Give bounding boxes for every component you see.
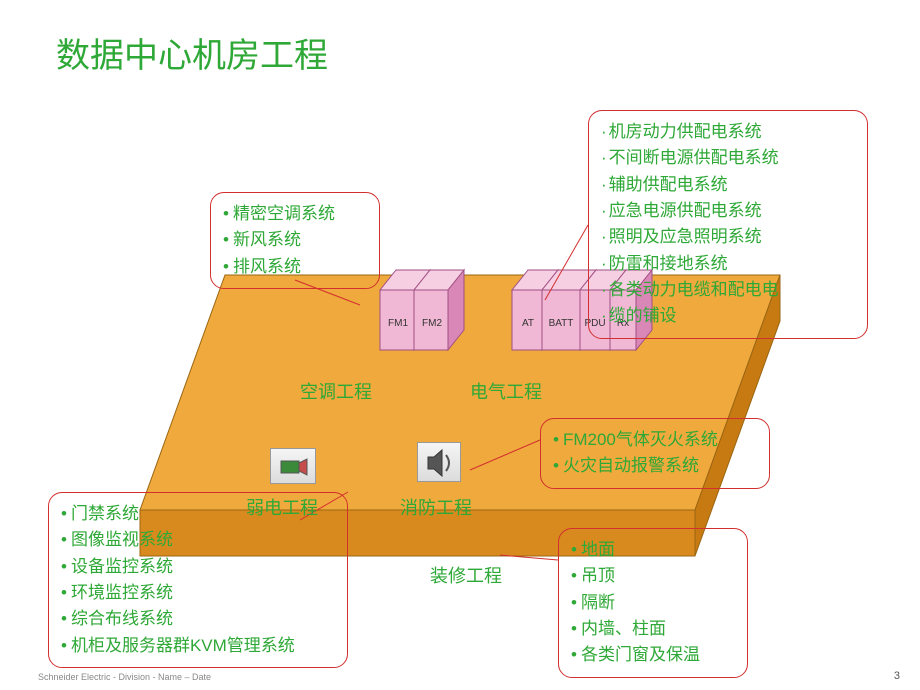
list-item: 防雷和接地系统: [601, 251, 855, 277]
list-item: 机柜及服务器群KVM管理系统: [61, 633, 335, 659]
list-item: 新风系统: [223, 227, 367, 253]
callout-hvac: 精密空调系统 新风系统 排风系统: [210, 192, 380, 289]
list-item: 环境监控系统: [61, 580, 335, 606]
label-fire: 消防工程: [400, 494, 472, 520]
label-elec: 电气工程: [470, 378, 542, 404]
list-item: FM200气体灭火系统: [553, 427, 757, 453]
list-item: 地面: [571, 537, 735, 563]
callout-deco: 地面 吊顶 隔断 内墙、柱面 各类门窗及保温: [558, 528, 748, 678]
list-item: 各类门窗及保温: [571, 642, 735, 668]
list-item: 设备监控系统: [61, 554, 335, 580]
list-item: 各类动力电缆和配电电: [601, 277, 855, 303]
label-deco: 装修工程: [430, 562, 502, 588]
list-item: 图像监视系统: [61, 527, 335, 553]
list-item: 照明及应急照明系统: [601, 224, 855, 250]
page-number: 3: [894, 670, 900, 682]
callout-fire: FM200气体灭火系统 火灾自动报警系统: [540, 418, 770, 489]
list-item: 排风系统: [223, 254, 367, 280]
list-item: 火灾自动报警系统: [553, 453, 757, 479]
list-item: 精密空调系统: [223, 201, 367, 227]
label-weak: 弱电工程: [246, 494, 318, 520]
list-item: 应急电源供配电系统: [601, 198, 855, 224]
list-item: 综合布线系统: [61, 606, 335, 632]
footer-text: Schneider Electric - Division - Name – D…: [38, 672, 211, 682]
list-item: 吊顶: [571, 563, 735, 589]
list-item: 内墙、柱面: [571, 616, 735, 642]
list-item: 不间断电源供配电系统: [601, 145, 855, 171]
callout-electrical: 机房动力供配电系统 不间断电源供配电系统 辅助供配电系统 应急电源供配电系统 照…: [588, 110, 868, 339]
label-hvac: 空调工程: [300, 378, 372, 404]
list-item: 机房动力供配电系统: [601, 119, 855, 145]
list-item: 缆的铺设: [601, 303, 855, 329]
list-item: 隔断: [571, 590, 735, 616]
list-item: 辅助供配电系统: [601, 172, 855, 198]
